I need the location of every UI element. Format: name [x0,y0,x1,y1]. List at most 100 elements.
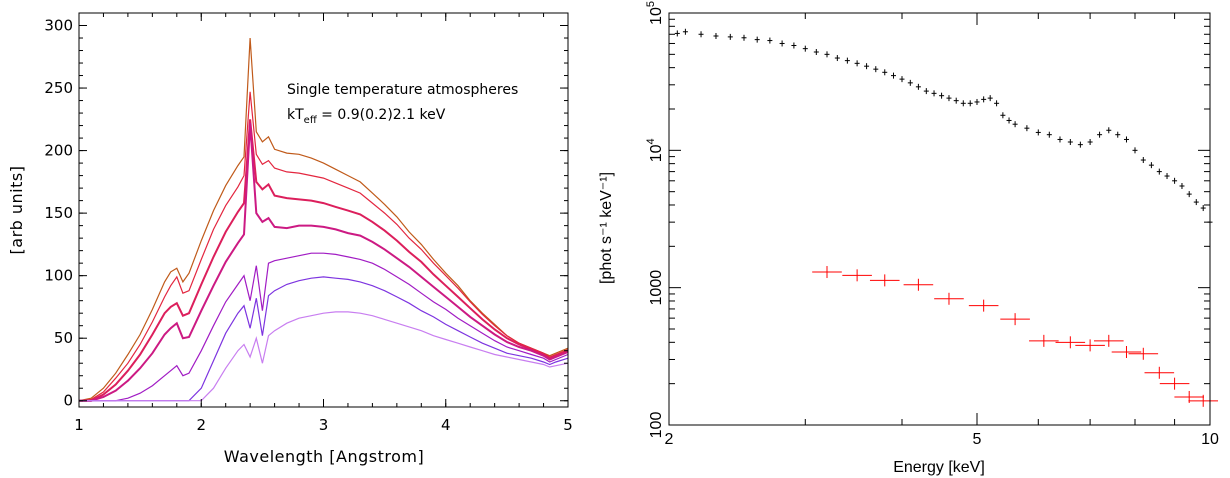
black-data-point [864,63,870,70]
black-data-point [1148,162,1154,169]
left-y-tick-label: 50 [54,329,73,347]
red-data-point [1111,346,1142,359]
black-data-point [907,79,913,86]
black-data-point [1172,177,1178,184]
left-y-tick-label: 250 [44,79,73,97]
left-axis-ticks [78,13,569,407]
black-data-point [923,88,929,95]
red-data-point [869,274,900,287]
black-data-point [1115,131,1121,138]
black-data-point [1024,125,1030,132]
red-data-point [1128,347,1159,360]
black-data-point [1200,205,1206,212]
black-data-point [1067,138,1073,145]
right-y-tick-label: 105 [645,1,665,25]
annotation-value: = 0.9(0.2)2.1 keV [317,107,446,123]
black-data-point [873,66,879,73]
black-data-point [1132,147,1138,154]
red-data-point [1188,394,1219,407]
red-data-point [968,299,999,312]
left-y-tick-label: 300 [44,17,73,35]
left-y-tick-label: 100 [44,267,73,285]
left-x-tick-label: 3 [319,416,329,434]
black-data-point [1087,138,1093,145]
red-data-point [1144,366,1175,379]
spectrum-curve-4 [79,123,569,402]
right-axis-ticks [668,12,1211,426]
black-data-point [802,45,808,52]
annotation-kt: kT [287,107,304,123]
red-data-point [1000,313,1030,326]
black-data-point [1193,199,1199,206]
left-x-tick-label: 2 [196,416,206,434]
black-data-point [754,36,760,43]
black-data-point [824,51,830,58]
black-data-point [1179,182,1185,189]
black-data-point [854,60,860,67]
left-y-tick-label: 200 [44,142,73,160]
black-data-point [1140,157,1146,164]
black-data-point [674,30,680,37]
right-x-axis-title: Energy [keV] [893,459,985,476]
black-data-point [1000,112,1006,119]
black-data-point [1186,191,1192,198]
black-data-point [1006,117,1012,124]
annotation-line-1: Single temperature atmospheres [287,82,518,98]
spectrum-curve-7 [79,311,569,402]
red-data-point [1055,336,1086,349]
spectrum-curve-2 [78,91,569,402]
black-data-point [1097,131,1103,138]
spectrum-curve-5 [79,252,569,402]
left-y-axis-title: [arb units] [7,166,26,255]
spectrum-curve-1 [78,37,569,402]
red-data-point [1093,334,1124,347]
left-x-tick-label: 5 [563,416,573,434]
black-data-point [960,100,966,107]
black-data-point [931,90,937,97]
black-data-point [967,100,973,107]
black-data-point [767,37,773,44]
right-data-points [674,28,1219,407]
black-data-point [741,34,747,41]
right-plot-frame [668,12,1211,426]
right-chart: 2 5 10 100 1000 104 105 Energy [keV] [phot s⁻¹… [598,1,1219,476]
red-data-point [1159,377,1190,390]
annotation-line-2: kTeff = 0.9(0.2)2.1 keV [287,107,446,126]
black-data-point [791,42,797,49]
red-data-point [1029,334,1059,347]
black-data-point [915,83,921,90]
annotation-subscript: eff [304,115,318,126]
red-data-point [1075,339,1105,352]
black-data-point [994,100,1000,107]
black-data-point [813,49,819,56]
black-data-point [682,28,688,35]
left-x-tick-label: 1 [74,416,84,434]
black-data-point [779,40,785,47]
left-y-tick-label: 0 [63,392,73,410]
right-x-tick-label: 2 [665,431,674,448]
spectrum-curve-3 [79,119,569,402]
right-tick-labels: 2 5 10 100 1000 104 105 [645,1,1219,448]
black-data-point [1057,136,1063,143]
left-x-axis-title: Wavelength [Angstrom] [224,447,424,466]
black-data-point [899,76,905,83]
black-data-point [882,69,888,76]
black-data-point [834,55,840,62]
red-data-point [903,278,934,291]
black-data-point [890,72,896,79]
black-data-point [953,97,959,104]
black-data-point [698,31,704,38]
right-y-tick-label: 104 [645,138,665,162]
black-data-point [1156,168,1162,175]
right-y-tick-label: 100 [648,412,665,439]
red-data-point [934,292,964,305]
left-y-tick-label: 150 [44,204,73,222]
left-spectrum-curves [78,37,569,402]
black-data-point [727,33,733,40]
black-data-point [946,95,952,102]
black-data-point [987,95,993,102]
black-data-point [844,57,850,64]
red-data-point [812,266,842,279]
right-x-tick-label: 5 [973,431,982,448]
